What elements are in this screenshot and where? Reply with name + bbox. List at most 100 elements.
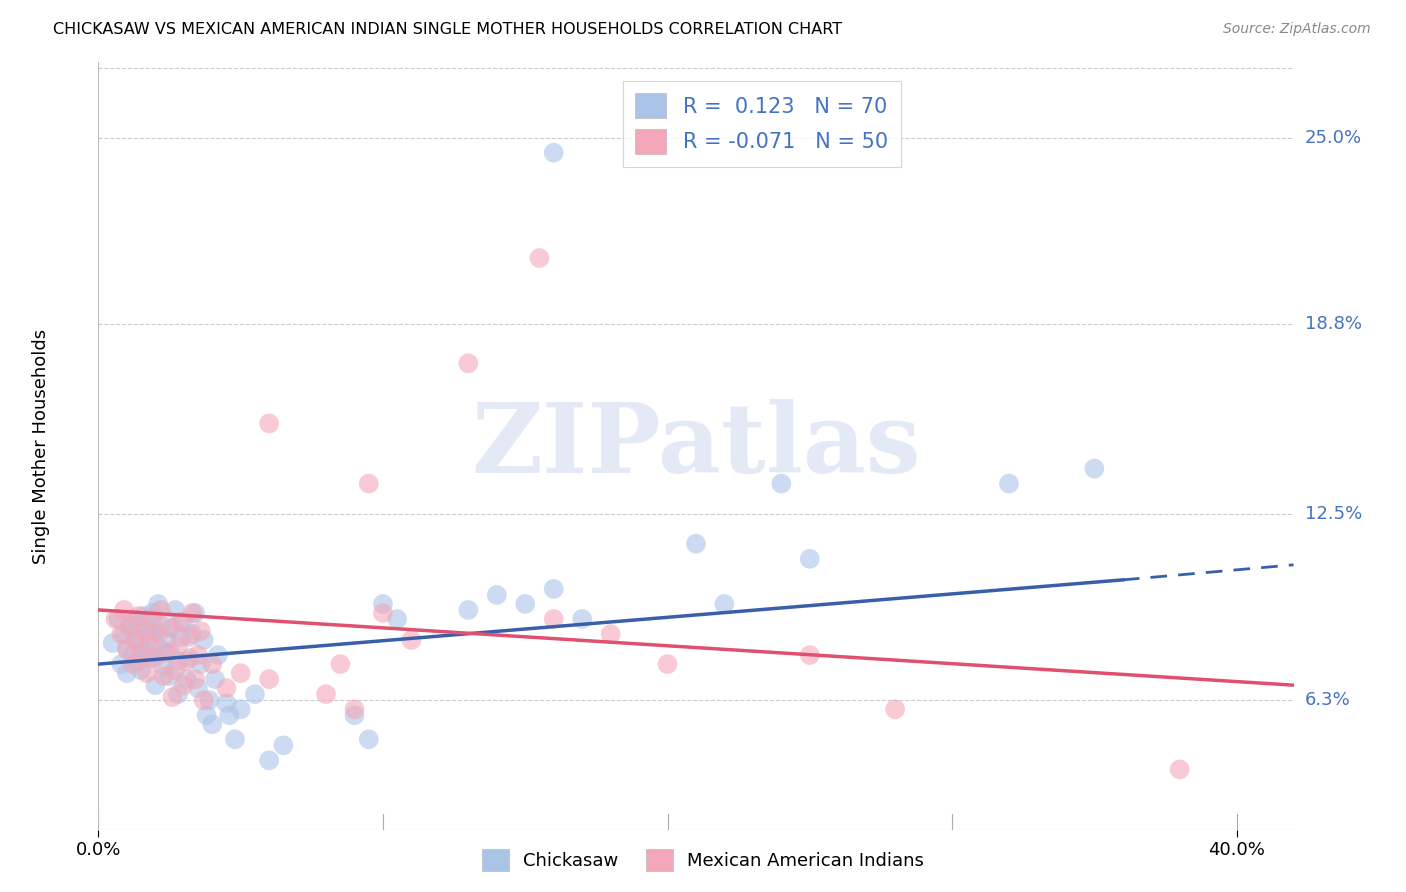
Point [159,621,181,635]
Point [170,630,193,644]
Point [143,648,166,662]
Point [257,753,280,767]
Point [129,636,152,650]
Text: ZIPatlas: ZIPatlas [471,399,921,493]
Point [115,642,138,657]
Point [184,606,207,620]
Point [118,621,141,635]
Point [159,645,181,659]
Point [159,669,181,683]
Point [143,651,166,665]
Point [173,615,195,629]
Point [215,696,238,710]
Point [179,630,201,644]
Point [104,612,127,626]
Text: 18.8%: 18.8% [1305,315,1361,334]
Point [156,633,179,648]
Point [135,624,157,638]
Point [141,606,163,620]
Point [170,615,193,629]
Point [110,627,132,641]
Point [118,618,141,632]
Point [187,681,209,695]
Point [207,648,229,662]
Point [884,702,907,716]
Point [143,624,166,638]
Point [657,657,679,672]
Point [132,609,155,624]
Point [167,639,190,653]
Point [148,627,170,641]
Point [165,663,187,677]
Point [457,356,479,370]
Point [129,648,152,662]
Point [998,476,1021,491]
Point [357,732,380,747]
Point [127,609,149,624]
Point [195,708,218,723]
Point [229,666,252,681]
Point [685,537,707,551]
Point [127,618,149,632]
Point [1083,461,1105,475]
Legend: R =  0.123   N = 70, R = -0.071   N = 50: R = 0.123 N = 70, R = -0.071 N = 50 [623,80,901,167]
Point [204,672,226,686]
Point [135,666,157,681]
Text: CHICKASAW VS MEXICAN AMERICAN INDIAN SINGLE MOTHER HOUSEHOLDS CORRELATION CHART: CHICKASAW VS MEXICAN AMERICAN INDIAN SIN… [53,22,842,37]
Point [132,624,155,638]
Point [184,672,207,686]
Legend: Chickasaw, Mexican American Indians: Chickasaw, Mexican American Indians [475,842,931,879]
Point [124,633,146,648]
Point [243,687,266,701]
Point [173,678,195,692]
Point [115,666,138,681]
Text: Single Mother Households: Single Mother Households [32,328,51,564]
Text: 6.3%: 6.3% [1305,691,1350,709]
Point [201,657,224,672]
Point [150,603,173,617]
Point [156,645,179,659]
Point [124,612,146,626]
Point [132,645,155,659]
Point [371,597,394,611]
Text: Source: ZipAtlas.com: Source: ZipAtlas.com [1223,22,1371,37]
Point [215,681,238,695]
Point [257,417,280,431]
Point [129,663,152,677]
Point [115,642,138,657]
Point [198,693,221,707]
Point [343,708,366,723]
Point [401,633,423,648]
Point [101,636,124,650]
Point [385,612,409,626]
Point [121,657,143,672]
Point [150,642,173,657]
Point [713,597,735,611]
Point [138,630,160,644]
Text: 12.5%: 12.5% [1305,505,1362,523]
Point [515,597,537,611]
Point [257,672,280,686]
Point [153,669,176,683]
Point [799,648,821,662]
Point [121,648,143,662]
Point [193,633,215,648]
Point [167,687,190,701]
Text: 25.0%: 25.0% [1305,128,1362,146]
Point [485,588,508,602]
Point [357,476,380,491]
Point [193,693,215,707]
Point [187,648,209,662]
Point [543,612,565,626]
Point [112,627,135,641]
Point [127,654,149,668]
Point [201,717,224,731]
Point [162,621,184,635]
Point [181,606,204,620]
Point [141,612,163,626]
Point [138,636,160,650]
Point [190,624,212,638]
Point [770,476,793,491]
Point [529,251,551,265]
Point [329,657,352,672]
